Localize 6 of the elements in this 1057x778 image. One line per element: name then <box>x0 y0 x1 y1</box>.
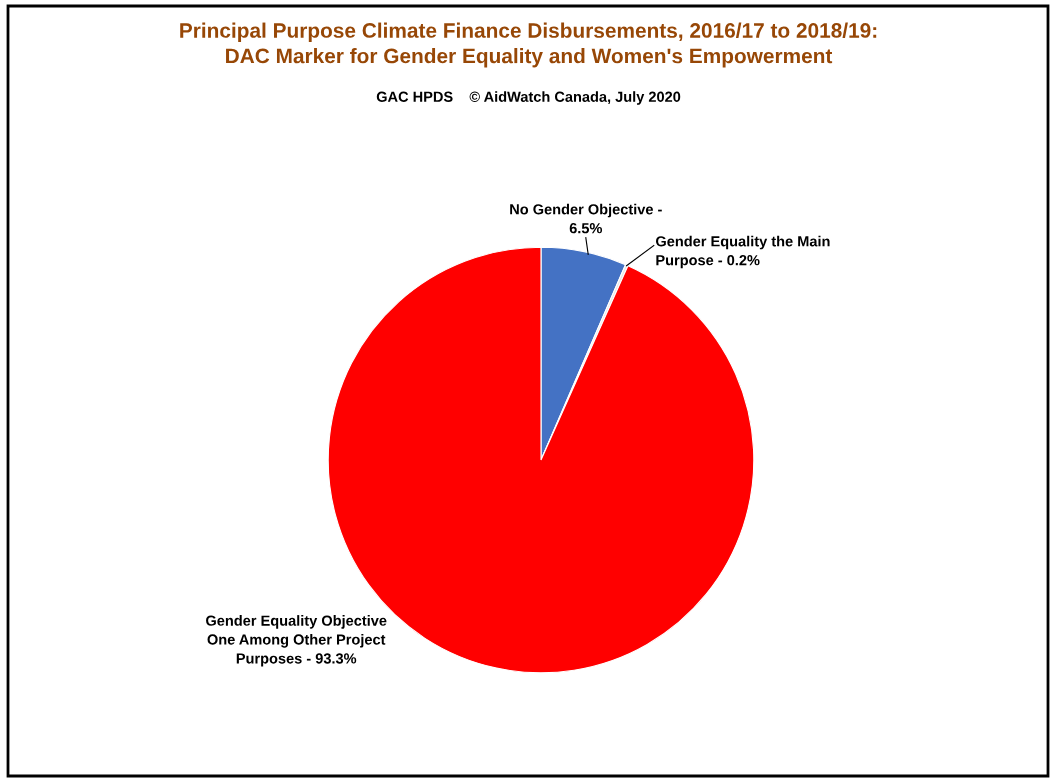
slice-label: No Gender Objective - <box>510 203 662 218</box>
chart-subtitle: GAC HPDS © AidWatch Canada, July 2020 <box>376 91 681 105</box>
slice-label: Gender Equality Objective One Among Other Project Purposes - 93.3% <box>206 615 387 667</box>
slice-label: Gender Equality the Main Purpose - 0.2% <box>656 235 830 269</box>
data-label: 6.5% <box>569 223 603 234</box>
chart-title: Principal Purpose Climate Finance Disbursements, 2016/17 to 2018/19: DAC Marker for Gender Equality and Women's Empowerment <box>180 22 877 68</box>
